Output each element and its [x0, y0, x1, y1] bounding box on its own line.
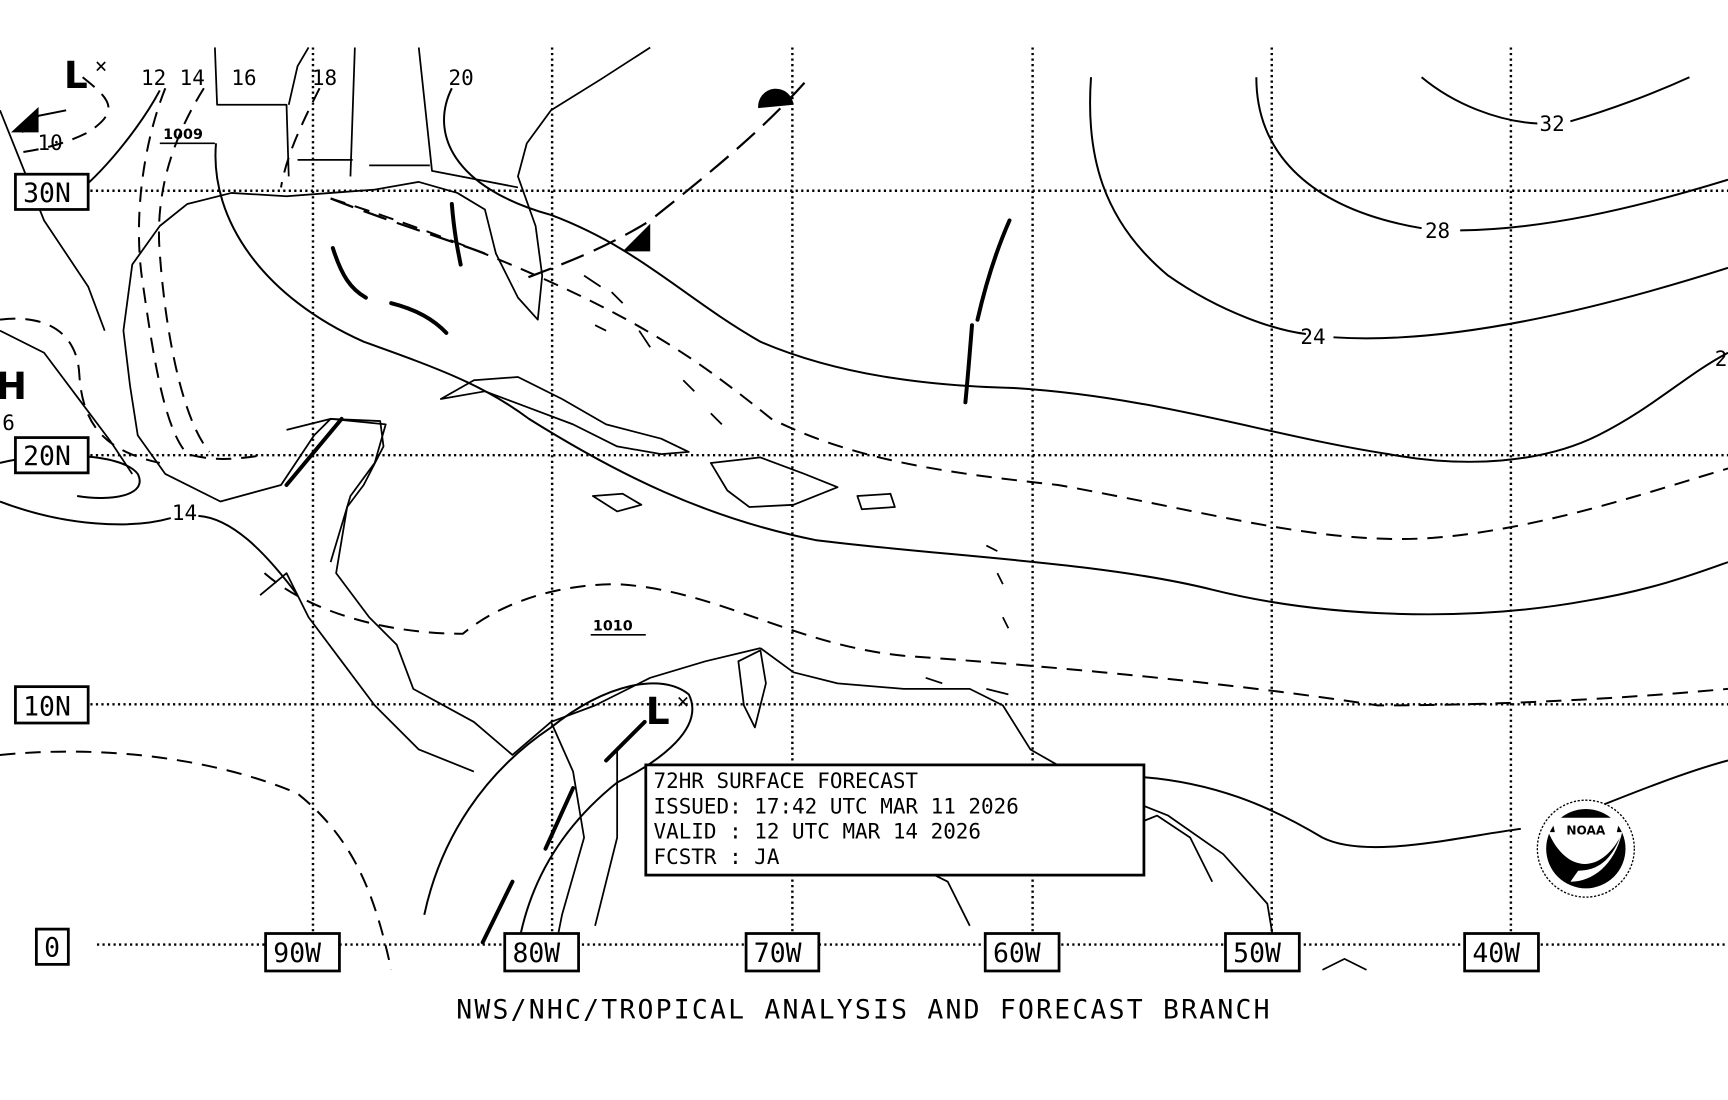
high-pressure-symbol: H: [0, 364, 27, 408]
footer-credit: NWS/NHC/TROPICAL ANALYSIS AND FORECAST B…: [456, 994, 1271, 1025]
lon-label-80w: 80W: [512, 938, 560, 969]
lon-label-90w: 90W: [273, 938, 321, 969]
coastlines: [0, 46, 1367, 971]
isobar-label: 18: [312, 66, 337, 90]
low-center-x-icon: ×: [95, 54, 108, 78]
isobars: [0, 76, 1728, 971]
isobar-label: 10: [37, 131, 62, 155]
lon-label-70w: 70W: [754, 938, 802, 969]
fronts: [11, 82, 1012, 945]
isobar-label: 12: [141, 66, 166, 90]
warm-front-semicircle: [758, 88, 794, 109]
cold-front-triangle: [622, 223, 651, 252]
pressure-value: 1010: [593, 618, 633, 634]
low-center-x-icon: ×: [677, 690, 690, 714]
forecast-title: 72HR SURFACE FORECAST: [654, 769, 919, 793]
lat-label-10n: 10N: [23, 691, 71, 722]
latitude-labels: 30N 20N 10N 0: [14, 172, 90, 966]
low-pressure-symbol: L: [64, 53, 88, 97]
lon-label-40w: 40W: [1472, 938, 1520, 969]
isobar-labels: 12 14 16 18 20 10 32 28 24 14 6 2 1009 1…: [2, 66, 1728, 636]
forecast-forecaster: FCSTR : JA: [654, 845, 780, 869]
forecast-issued: ISSUED: 17:42 UTC MAR 11 2026: [654, 794, 1019, 818]
lat-label-20n: 20N: [23, 441, 71, 472]
noaa-logo: NOAA: [1536, 799, 1635, 898]
lon-label-60w: 60W: [993, 938, 1041, 969]
pressure-value: 1009: [163, 127, 203, 143]
isobar-label: 28: [1425, 219, 1450, 243]
isobar-label: 20: [449, 66, 474, 90]
isobar-label: 2: [1715, 347, 1728, 371]
isobar-label: 6: [2, 411, 15, 435]
forecast-info-box: 72HR SURFACE FORECAST ISSUED: 17:42 UTC …: [644, 763, 1146, 877]
isobar-label: 14: [172, 501, 197, 525]
isobar-label: 32: [1540, 112, 1565, 136]
lat-lon-grid: [90, 47, 1728, 946]
low-pressure-symbol: L: [646, 689, 670, 733]
isobar-label: 16: [231, 66, 256, 90]
isobar-label: 14: [180, 66, 205, 90]
cold-front-triangle: [11, 106, 39, 133]
longitude-labels: 90W 80W 70W 60W 50W 40W: [264, 932, 1540, 973]
lat-label-0: 0: [44, 933, 60, 964]
isobar-label: 24: [1300, 325, 1325, 349]
lat-label-30n: 30N: [23, 178, 71, 209]
noaa-logo-text: NOAA: [1566, 823, 1605, 837]
lon-label-50w: 50W: [1233, 938, 1281, 969]
forecast-valid: VALID : 12 UTC MAR 14 2026: [654, 820, 982, 844]
